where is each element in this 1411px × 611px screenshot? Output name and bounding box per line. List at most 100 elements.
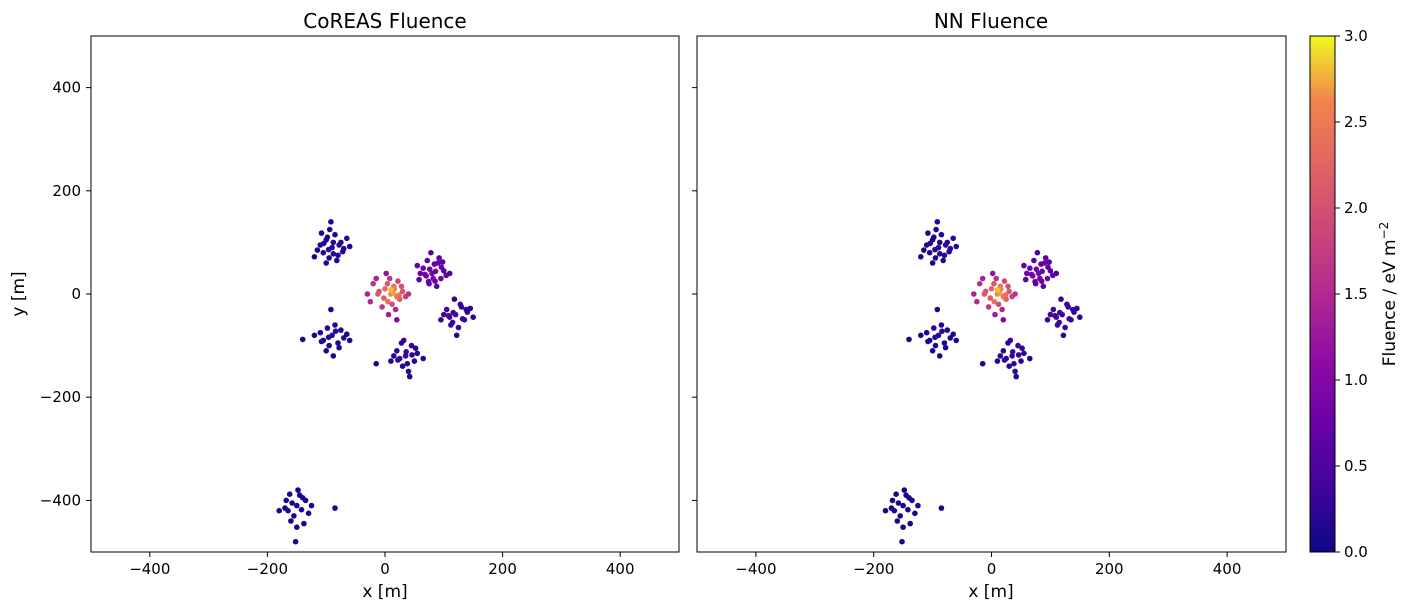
data-point <box>906 495 912 501</box>
x-tick-label: −400 <box>735 560 776 578</box>
colorbar-gradient <box>1309 35 1336 553</box>
data-point <box>441 311 447 318</box>
data-point <box>424 257 431 264</box>
data-point <box>1002 292 1009 298</box>
data-point <box>936 353 943 359</box>
x-axis-coreas: −400 −200 0 200 400 <box>129 552 635 578</box>
data-point <box>906 336 912 343</box>
data-point <box>888 505 895 511</box>
data-point <box>294 502 300 509</box>
data-point <box>907 520 913 527</box>
data-point <box>321 240 327 247</box>
data-point <box>901 487 908 493</box>
colorbar-tick-label: 2.0 <box>1344 199 1368 217</box>
data-point <box>894 518 901 524</box>
colorbar-label-main: Fluence / eV m <box>1380 239 1400 366</box>
data-point <box>420 265 427 272</box>
data-point <box>323 260 330 266</box>
data-point <box>925 338 931 345</box>
data-point <box>925 230 931 236</box>
data-point <box>335 340 341 346</box>
data-point <box>373 360 380 367</box>
data-point <box>385 311 392 318</box>
data-point <box>414 262 421 269</box>
data-point <box>459 316 466 322</box>
y-tick-label: −400 <box>40 491 81 509</box>
data-point <box>938 322 945 328</box>
data-point <box>995 301 1002 308</box>
data-point <box>406 373 413 380</box>
data-point <box>396 292 402 298</box>
data-point <box>392 306 399 313</box>
data-point <box>289 500 295 506</box>
data-point <box>417 270 424 277</box>
data-point <box>927 240 933 247</box>
data-point <box>420 355 427 362</box>
colorbar: 0.0 0.5 1.0 1.5 2.0 2.5 3.0 Fluence / eV m−2 <box>1309 27 1400 561</box>
data-point <box>402 353 409 359</box>
data-point <box>1066 316 1072 322</box>
data-point <box>1001 278 1008 284</box>
data-point <box>332 322 338 328</box>
data-point <box>364 291 371 297</box>
data-point <box>897 513 903 519</box>
data-point <box>1028 271 1035 278</box>
data-point <box>1009 353 1015 359</box>
x-tick-label: −400 <box>129 560 170 578</box>
data-point <box>932 255 939 261</box>
data-point <box>900 524 906 530</box>
data-point <box>381 295 387 301</box>
data-point <box>414 350 421 357</box>
data-point <box>288 518 294 524</box>
data-point <box>388 287 394 293</box>
colorbar-tick-label: 0.0 <box>1344 543 1368 561</box>
data-point <box>301 520 307 527</box>
data-point <box>404 360 411 367</box>
data-point <box>398 283 405 290</box>
data-point <box>408 342 415 349</box>
data-point <box>399 288 406 295</box>
data-point <box>1021 262 1027 269</box>
data-point <box>931 325 937 331</box>
data-point <box>416 276 422 283</box>
data-point <box>1000 317 1007 323</box>
data-point <box>1038 261 1044 267</box>
data-point <box>405 368 412 375</box>
data-point <box>451 296 458 303</box>
data-point <box>432 268 439 275</box>
data-point <box>298 506 305 513</box>
data-point <box>445 312 452 319</box>
data-point <box>918 253 924 260</box>
data-point <box>430 275 437 282</box>
x-axis-label-coreas: x [m] <box>362 582 407 602</box>
data-point <box>395 278 401 284</box>
data-point <box>463 306 469 313</box>
data-point <box>942 242 949 248</box>
data-point <box>932 342 939 349</box>
data-point <box>953 337 959 344</box>
data-point <box>1001 357 1008 363</box>
data-point <box>976 280 983 287</box>
data-point <box>932 246 938 253</box>
data-point <box>1009 349 1016 355</box>
data-point <box>1062 324 1068 331</box>
data-point <box>308 502 315 509</box>
colorbar-tick-label: 0.5 <box>1344 457 1368 475</box>
data-point <box>1018 358 1024 364</box>
data-point <box>1040 283 1047 290</box>
y-tick-label: −200 <box>40 388 81 406</box>
data-point <box>439 259 446 265</box>
data-point <box>344 331 350 338</box>
data-point <box>334 257 340 264</box>
data-point <box>1011 360 1017 367</box>
data-point <box>1047 311 1054 318</box>
data-point <box>330 239 337 246</box>
data-point <box>941 340 948 346</box>
data-point <box>953 243 959 250</box>
data-point <box>398 340 405 346</box>
x-tick-label: 400 <box>606 560 635 578</box>
data-point <box>1045 264 1051 271</box>
data-point <box>448 322 454 328</box>
x-axis-nn: −400 −200 0 200 400 <box>735 552 1241 578</box>
data-point <box>394 317 400 323</box>
